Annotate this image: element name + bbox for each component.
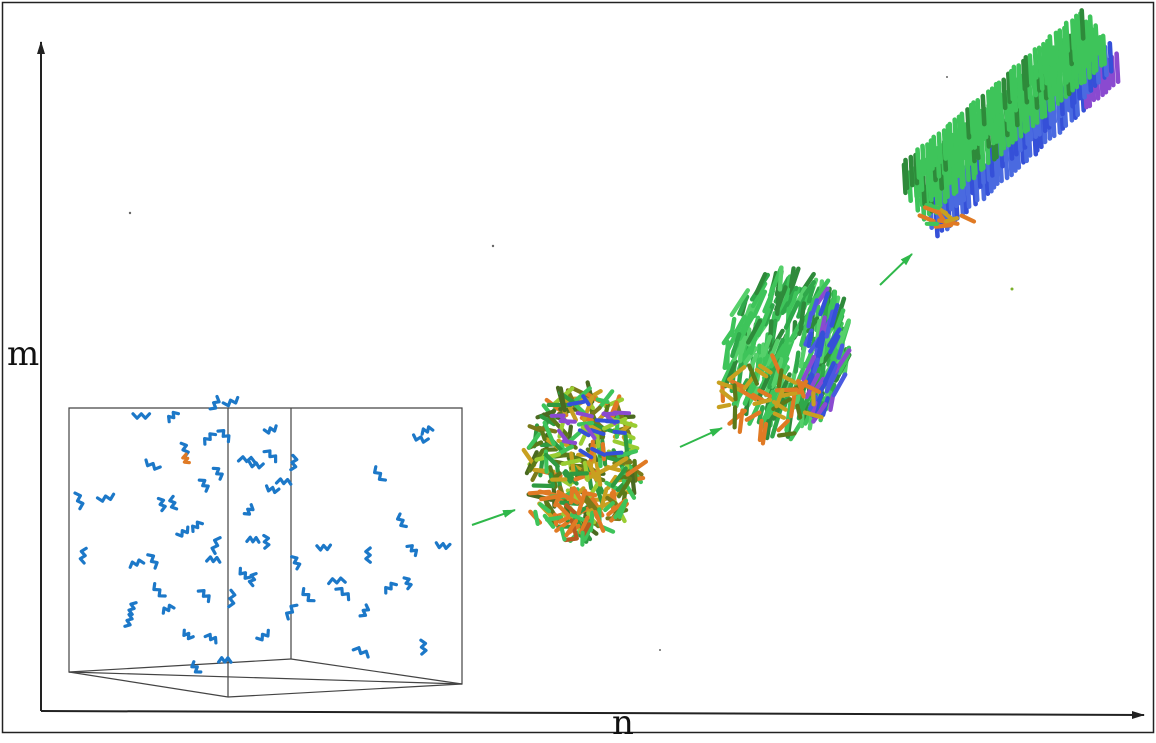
transition-arrow-3	[880, 254, 912, 285]
monomer-strand	[303, 589, 314, 601]
monomer-strand	[130, 560, 144, 567]
monomer-strand	[129, 603, 136, 615]
x-axis	[41, 711, 1144, 715]
monomer-strand	[219, 658, 231, 663]
monomer-strand	[169, 412, 179, 421]
monomer-strand	[375, 467, 386, 480]
monomer-strand	[291, 455, 297, 469]
monomer-strand	[210, 397, 219, 409]
monomer-strand	[205, 634, 216, 643]
monomer-strand	[158, 499, 165, 511]
monomer-strand	[125, 615, 132, 627]
monomer-strand	[398, 514, 407, 527]
monomer-strand	[239, 457, 255, 462]
monomer-strand	[257, 630, 269, 640]
monomer-strand	[277, 479, 291, 484]
monomer-strand	[192, 662, 201, 672]
monomer-strand	[213, 468, 222, 479]
monomer-strand	[163, 605, 174, 613]
monomer-strand	[229, 590, 235, 606]
partially-ordered-aggregate	[719, 268, 850, 444]
monomer-strand	[264, 536, 269, 549]
monomer-strand	[177, 527, 188, 536]
monomer-strand	[80, 548, 86, 563]
monomer-strand	[148, 555, 157, 568]
monomer-strand	[184, 630, 193, 638]
monomer-strand	[404, 578, 411, 589]
monomer-strand	[133, 414, 150, 418]
monomer-strand	[264, 451, 276, 462]
monomer-strand	[360, 605, 368, 616]
monomer-strand	[244, 505, 253, 514]
monomer-strand	[183, 454, 190, 462]
monomer-strand	[336, 589, 349, 600]
monomer-strand	[249, 574, 256, 586]
monomer-strand	[422, 427, 433, 434]
monomer-strand	[292, 557, 300, 569]
monomer-strand	[329, 578, 346, 583]
ordered-fibril	[904, 10, 1118, 236]
monomer-strand	[146, 460, 160, 469]
monomer-strand	[247, 537, 259, 542]
monomer-strand	[386, 583, 397, 593]
monomer-strand	[407, 546, 417, 556]
monomer-strand	[353, 648, 368, 657]
background-specks	[129, 76, 1014, 651]
monomer-strand	[240, 568, 250, 578]
monomer-strand	[267, 486, 279, 493]
transition-arrow-1	[472, 510, 515, 525]
transition-arrow-2	[680, 428, 722, 447]
monomer-strand	[212, 538, 220, 554]
monomer-strand	[199, 480, 208, 491]
monomer-strand	[170, 496, 177, 509]
monomer-strand	[205, 434, 216, 444]
monomer-strand	[414, 435, 429, 442]
monomer-strand	[366, 548, 371, 562]
disordered-oligomer	[524, 382, 646, 544]
monomer-strand	[154, 584, 165, 596]
monomer-strand	[75, 493, 83, 509]
monomer-strand	[218, 431, 229, 442]
monomer-group	[75, 397, 450, 673]
monomer-strand	[207, 557, 220, 562]
monomer-strand	[193, 522, 203, 531]
monomer-strand	[98, 494, 114, 501]
monomer-strand	[287, 605, 297, 619]
monomer-strand	[421, 640, 426, 654]
monomer-strand	[317, 545, 331, 550]
monomer-strand	[223, 398, 238, 406]
y-axis-label: m	[7, 337, 39, 371]
monomer-strand	[198, 591, 209, 602]
monomer-strand	[264, 426, 276, 433]
monomer-strand	[436, 543, 450, 549]
